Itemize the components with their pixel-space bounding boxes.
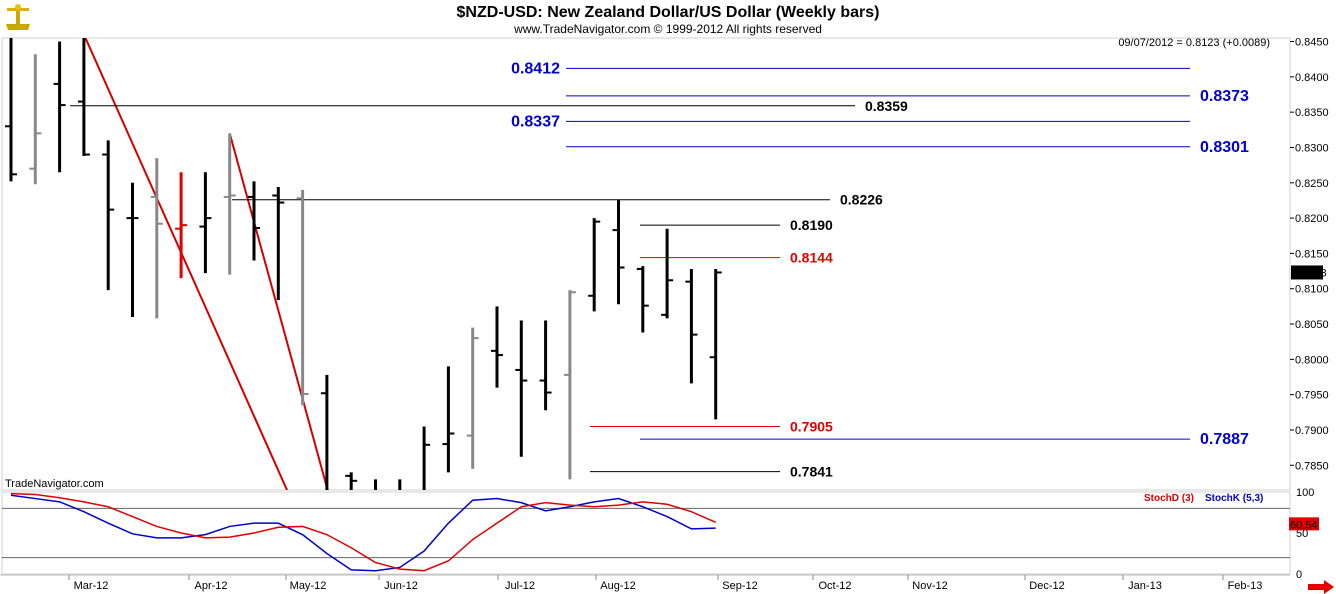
price-tick-label: 0.8200 [1295,213,1329,225]
level-label: 0.8373 [1200,88,1249,105]
last-price-info: 09/07/2012 = 0.8123 (+0.0089) [1118,37,1270,49]
price-frame [1,37,1291,491]
x-axis: Mar-12 Apr-12 May-12 Jun-12 Jul-12 Aug-12 Sep-… [0,574,1290,592]
scroll-right-arrow-icon[interactable] [1308,580,1334,594]
ohlc-bar [636,266,649,333]
stoch-d-line [10,492,717,572]
price-tick-label: 0.8050 [1295,319,1329,331]
ohlc-bar [320,374,329,490]
trendline [84,38,289,490]
price-tick-label: 0.8150 [1295,248,1329,260]
x-tick-label: Jul-12 [505,580,535,592]
ohlc-bar [175,172,188,279]
level-label: 0.8359 [865,98,908,114]
x-tick-label: Jan-13 [1128,580,1162,592]
price-tick-label: 0.7950 [1295,390,1329,402]
x-tick-label: Nov-12 [912,580,947,592]
ohlc-bar [77,38,90,156]
x-tick-label: Aug-12 [600,580,635,592]
price-content [5,38,1190,490]
ohlc-bar [539,320,552,411]
last-price-box [1291,265,1323,280]
ohlc-bar [150,158,163,319]
ohlc-bar [272,187,285,301]
chart-title: $NZD-USD: New Zealand Dollar/US Dollar (… [457,4,880,21]
ohlc-bar [126,182,139,317]
chart-subtitle: www.TradeNavigator.com © 1999-2012 All r… [513,22,822,36]
price-tick-label: 0.8250 [1295,178,1329,190]
ohlc-bar [223,133,236,275]
ohlc-bar [102,140,115,291]
ohlc-bar [515,320,528,457]
ohlc-bar [612,199,625,305]
ohlc-bar [199,172,212,274]
price-tick-label: 0.8000 [1295,354,1329,366]
level-label: 0.7887 [1200,431,1249,448]
ohlc-bar [248,181,260,261]
price-tick-label: 0.8450 [1295,37,1329,49]
ohlc-bar [422,426,431,490]
ohlc-bar [345,472,358,490]
level-label: 0.8144 [790,250,833,266]
stochastic-panel: 100 50 0 StochD (3) StochK (5,3) 60.54 [1,487,1319,581]
ohlc-bar [709,268,722,420]
ohlc-bar [588,218,601,312]
price-tick-label: 0.8350 [1295,107,1329,119]
x-tick-label: Oct-12 [818,580,851,592]
level-label: 0.8301 [1200,139,1249,156]
stoch-d-legend: StochD (3) [1144,493,1194,504]
stoch-tick-label: 0 [1296,569,1302,581]
trendline [228,133,329,490]
level-label: 0.8190 [790,217,833,233]
stoch-value-label: 60.54 [1290,519,1318,531]
x-tick-label: Jun-12 [384,580,418,592]
level-label: 0.8337 [511,113,560,130]
last-price-label: 0.8123 [1293,267,1327,279]
level-label: 0.7905 [790,418,833,434]
x-tick-label: Sep-12 [722,580,757,592]
header: $NZD-USD: New Zealand Dollar/US Dollar (… [5,4,1270,490]
stoch-frame [1,491,1291,575]
x-tick-label: May-12 [290,580,327,592]
stoch-value-box [1289,517,1319,531]
level-label: 0.8412 [511,60,560,77]
level-label: 0.8226 [840,192,883,208]
ohlc-bar [5,38,17,182]
price-tick-label: 0.7900 [1295,425,1329,437]
price-tick-label: 0.7850 [1295,460,1329,472]
price-tick-label: 0.8400 [1295,72,1329,84]
ohlc-bar [296,189,309,406]
ohlc-bar [466,327,479,469]
level-label: 0.7841 [790,464,833,480]
stoch-k-line [10,494,716,572]
stoch-tick-label: 100 [1296,487,1314,499]
ohlc-bar [442,366,455,473]
ohlc-bar [29,54,42,185]
price-panel: 0.8450 0.8400 0.8350 0.8300 0.8250 0.8200 0.81… [1,37,1329,491]
logo-icon [6,4,30,30]
watermark: TradeNavigator.com [5,478,104,490]
stoch-tick-label: 50 [1296,528,1308,540]
ohlc-bar [661,228,674,319]
ohlc-bar [685,268,698,384]
stoch-k-legend: StochK (5,3) [1205,493,1263,504]
x-tick-label: Dec-12 [1029,580,1064,592]
ohlc-bar [491,306,503,388]
x-tick-label: Mar-12 [74,580,109,592]
ohlc-bar [53,41,66,173]
x-tick-label: Apr-12 [194,580,227,592]
price-tick-label: 0.8100 [1295,284,1329,296]
ohlc-bar [563,290,576,480]
x-tick-label: Feb-13 [1228,580,1263,592]
price-tick-label: 0.8300 [1295,142,1329,154]
